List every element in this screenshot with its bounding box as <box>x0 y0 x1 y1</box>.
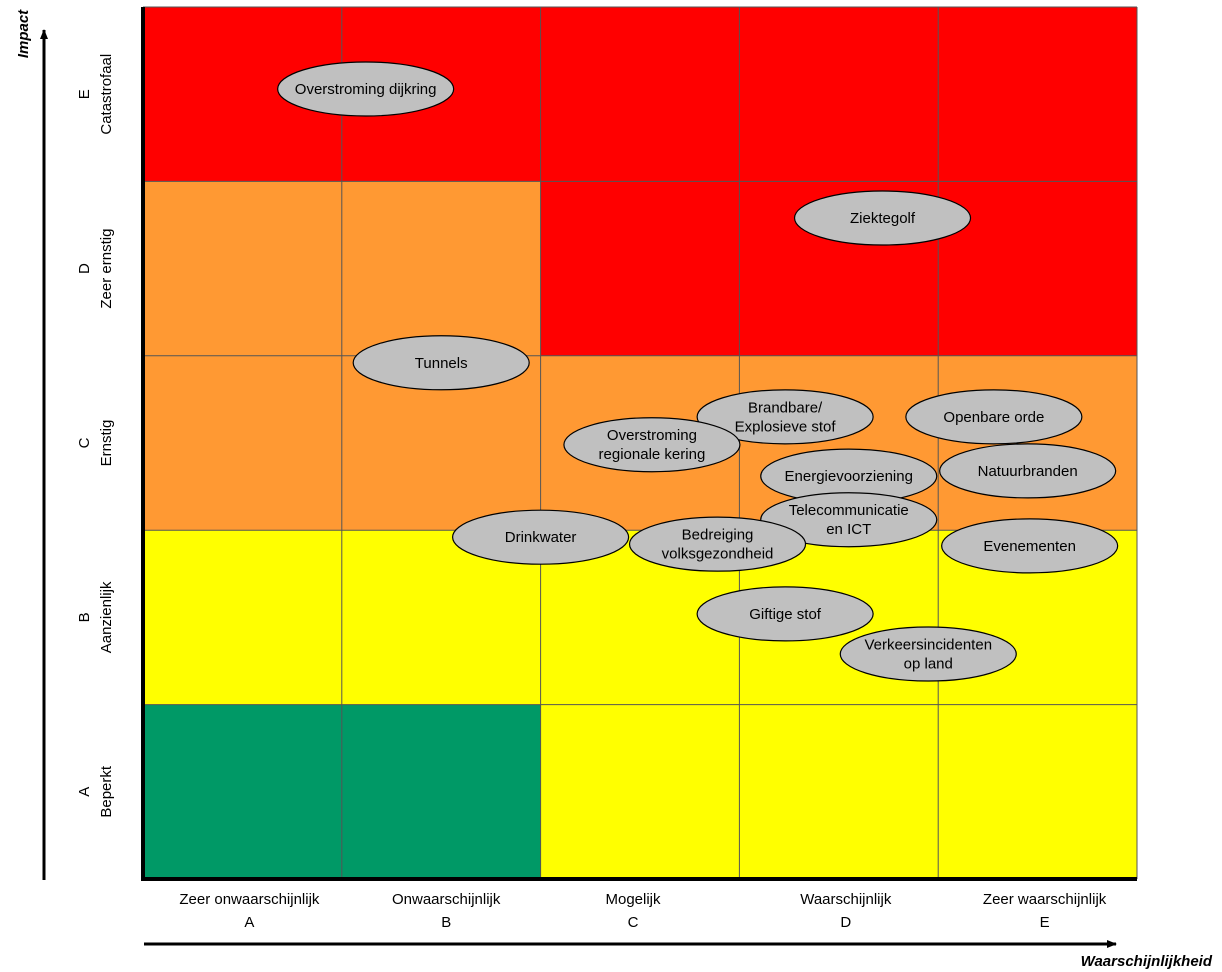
y-tick-name: Ernstig <box>98 420 115 467</box>
scenario-label: Bedreiging <box>682 527 754 544</box>
x-tick-name: Zeer waarschijnlijk <box>983 891 1107 908</box>
scenario-bubble: Giftige stof <box>696 586 874 642</box>
y-tick-name: Catastrofaal <box>98 54 115 135</box>
risk-cell-green <box>143 704 342 879</box>
scenario-bubble: Natuurbranden <box>939 443 1117 499</box>
scenario-ellipse <box>563 417 741 473</box>
scenario-ellipse <box>793 190 972 246</box>
scenario-bubble: Verkeersincidenten op land <box>839 626 1017 682</box>
y-tick-code: A <box>76 787 93 797</box>
scenario-bubble: Evenementen <box>941 518 1119 574</box>
scenario-bubble: Drinkwater <box>451 509 630 565</box>
scenario-label: Drinkwater <box>505 529 577 546</box>
risk-cell-red <box>739 7 939 182</box>
y-tick-code: B <box>76 612 93 622</box>
y-tick-label: C Ernstig <box>76 420 115 467</box>
scenario-ellipse <box>939 443 1117 499</box>
risk-cell-green <box>341 704 541 879</box>
scenario-ellipse <box>696 586 874 642</box>
risk-cell-red <box>938 7 1137 182</box>
scenario-bubbles: Overstroming dijkring Ziektegolf Tunnels Br… <box>277 61 1119 682</box>
risk-cells <box>143 7 1137 879</box>
scenario-ellipse <box>352 335 530 391</box>
y-tick-name: Aanzienlijk <box>98 581 115 653</box>
y-tick-code: D <box>76 263 93 274</box>
y-tick-name: Beperkt <box>98 765 115 818</box>
scenario-label: volksgezondheid <box>662 546 774 563</box>
scenario-label: regionale kering <box>599 446 706 463</box>
y-tick-code: C <box>76 437 93 448</box>
scenario-ellipse <box>628 516 807 572</box>
scenario-label: Brandbare/ <box>748 399 823 416</box>
scenario-bubble: Openbare orde <box>905 389 1083 445</box>
scenario-label: Telecommunicatie <box>789 502 909 519</box>
risk-cell-yellow <box>143 530 342 705</box>
scenario-label: Verkeersincidenten <box>864 637 992 654</box>
x-axis-title: Waarschijnlijkheid <box>1081 953 1213 970</box>
risk-cell-red <box>938 181 1137 356</box>
x-tick-code: A <box>244 914 254 931</box>
scenario-bubble: Overstroming dijkring <box>277 61 455 117</box>
scenario-bubble: Energievoorziening <box>760 448 938 504</box>
x-tick-name: Zeer onwaarschijnlijk <box>179 891 320 908</box>
x-tick-name: Onwaarschijnlijk <box>392 891 501 908</box>
scenario-label: Ziektegolf <box>850 210 916 227</box>
scenario-ellipse <box>760 492 938 548</box>
scenario-label: Overstroming dijkring <box>295 81 437 98</box>
x-tick-name: Waarschijnlijk <box>800 891 892 908</box>
scenario-label: en ICT <box>826 521 871 538</box>
y-tick-code: E <box>76 89 93 99</box>
y-tick-label: E Catastrofaal <box>76 54 115 135</box>
y-tick-label: A Beperkt <box>76 765 115 818</box>
scenario-label: Overstroming <box>607 427 697 444</box>
risk-cell-yellow <box>540 704 740 879</box>
grid-lines <box>143 6 1138 879</box>
scenario-bubble: Tunnels <box>352 335 530 391</box>
y-axis-title: Impact <box>15 9 32 58</box>
scenario-bubble: Bedreiging volksgezondheid <box>628 516 807 572</box>
scenario-ellipse <box>277 61 455 117</box>
risk-cell-orange <box>143 355 342 531</box>
x-tick-name: Mogelijk <box>605 891 661 908</box>
y-tick-label: B Aanzienlijk <box>76 581 115 653</box>
risk-cell-red <box>540 7 740 182</box>
scenario-ellipse <box>905 389 1083 445</box>
scenario-label: Energievoorziening <box>785 468 913 485</box>
scenario-ellipse <box>941 518 1119 574</box>
scenario-bubble: Overstroming regionale kering <box>563 417 741 473</box>
scenario-ellipse <box>696 389 874 445</box>
scenario-label: Natuurbranden <box>978 463 1078 480</box>
risk-cell-yellow <box>938 704 1137 879</box>
scenario-label: Explosieve stof <box>735 418 837 435</box>
scenario-ellipse <box>839 626 1017 682</box>
x-tick-code: C <box>628 914 639 931</box>
y-tick-labels: A Beperkt B Aanzienlijk C Ernstig D Zeer ernsti… <box>76 54 115 818</box>
scenario-ellipse <box>451 509 630 565</box>
scenario-label: Evenementen <box>983 538 1076 555</box>
y-tick-label: D Zeer ernstig <box>76 229 115 309</box>
risk-cell-yellow <box>739 704 939 879</box>
scenario-label: Giftige stof <box>749 606 822 623</box>
scenario-bubble: Telecommunicatie en ICT <box>760 492 938 548</box>
risk-cell-orange <box>143 181 342 356</box>
scenario-bubble: Ziektegolf <box>793 190 972 246</box>
x-tick-code: B <box>441 914 451 931</box>
risk-cell-orange <box>341 181 541 356</box>
x-tick-code: E <box>1040 914 1050 931</box>
scenario-label: op land <box>904 656 953 673</box>
scenario-label: Openbare orde <box>943 409 1044 426</box>
x-tick-labels: Zeer onwaarschijnlijk A Onwaarschijnlijk B M… <box>179 891 1106 931</box>
y-tick-name: Zeer ernstig <box>98 229 115 309</box>
x-tick-code: D <box>840 914 851 931</box>
risk-cell-red <box>540 181 740 356</box>
scenario-label: Tunnels <box>415 355 468 372</box>
scenario-bubble: Brandbare/Explosieve stof <box>696 389 874 445</box>
